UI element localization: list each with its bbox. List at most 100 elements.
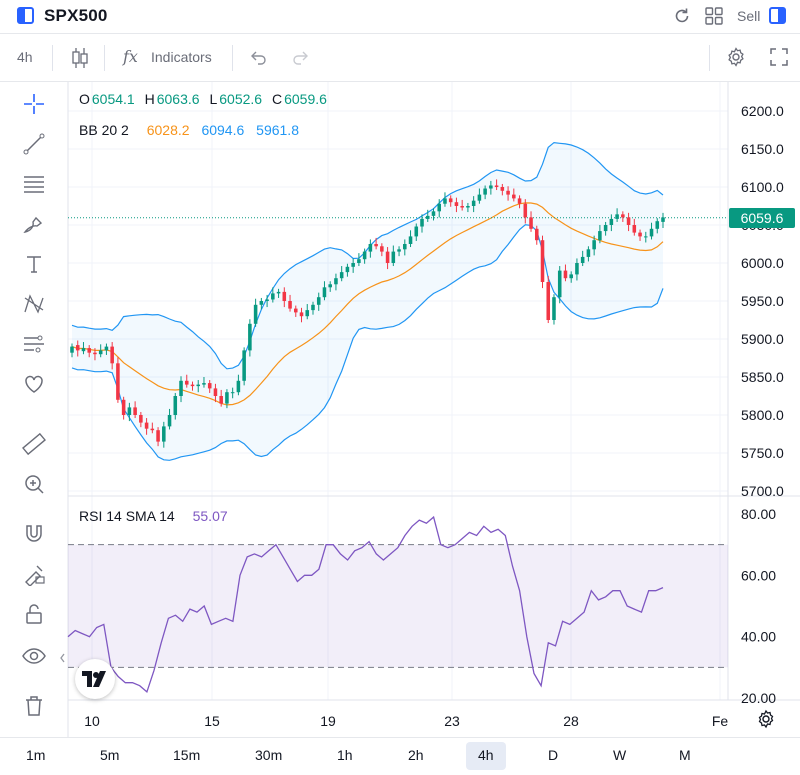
- candle-body: [391, 251, 396, 263]
- tradingview-logo[interactable]: [75, 659, 115, 699]
- timeframe-selector[interactable]: 4h: [17, 49, 33, 65]
- price-tick-label: 6150.0: [741, 141, 784, 157]
- ruler-icon[interactable]: [20, 430, 48, 458]
- time-tick-label: 10: [84, 713, 100, 729]
- candle-body: [162, 426, 166, 442]
- candle-body: [110, 346, 114, 364]
- sidebar-toggle-icon[interactable]: [17, 7, 34, 24]
- right-panel-toggle-icon[interactable]: [769, 7, 786, 24]
- close-label: C: [271, 91, 283, 107]
- candle-body: [230, 392, 235, 394]
- high-label: H: [144, 91, 155, 107]
- tf-w[interactable]: W: [613, 747, 627, 763]
- candle-body: [397, 249, 401, 252]
- indicators-button[interactable]: Indicators: [151, 49, 212, 65]
- unlock-icon[interactable]: [20, 600, 48, 628]
- horizontal-lines-icon[interactable]: [20, 170, 48, 198]
- candles: [70, 179, 665, 448]
- tf-4h[interactable]: 4h: [478, 747, 494, 763]
- candle-body: [632, 225, 637, 233]
- candle-body: [655, 221, 660, 229]
- candle-body: [380, 246, 384, 252]
- candle-body: [466, 206, 470, 208]
- layout-grid-icon[interactable]: [705, 7, 723, 25]
- symbol-name[interactable]: SPX500: [44, 6, 108, 25]
- tf-1m[interactable]: 1m: [26, 747, 46, 763]
- candle-body: [87, 348, 91, 353]
- sell-button[interactable]: Sell: [737, 8, 761, 24]
- rsi-label: RSI 14 SMA 14: [79, 508, 175, 524]
- candle-body: [265, 299, 269, 301]
- low-value: 6052.6: [219, 91, 263, 107]
- candle-body: [644, 236, 648, 238]
- price-tick-label: 5900.0: [741, 331, 784, 347]
- price-tick-label: 6000.0: [741, 255, 784, 271]
- crosshair-icon[interactable]: [20, 90, 48, 118]
- candle-body: [98, 350, 103, 355]
- candle-body: [179, 380, 183, 396]
- candle-body: [425, 215, 430, 219]
- bollinger-bands: [68, 141, 728, 461]
- tf-5m[interactable]: 5m: [100, 747, 120, 763]
- candle-body: [253, 304, 258, 324]
- visibility-eye-icon[interactable]: [20, 642, 48, 670]
- candle-body: [248, 323, 252, 351]
- tf-2h[interactable]: 2h: [408, 747, 424, 763]
- zoom-in-icon[interactable]: [20, 470, 48, 498]
- tf-d[interactable]: D: [548, 747, 559, 763]
- close-value: 6059.6: [284, 91, 327, 107]
- candle-body: [448, 198, 453, 203]
- candle-body: [133, 407, 137, 415]
- price-tick-label: 6200.0: [741, 103, 784, 119]
- candle-body: [299, 312, 304, 317]
- rsi-value: 55.07: [192, 508, 228, 524]
- candles-icon[interactable]: [70, 46, 90, 70]
- rsi-band: [68, 544, 728, 668]
- tf-30m[interactable]: 30m: [255, 747, 283, 763]
- settings-gear-icon[interactable]: [726, 47, 746, 67]
- prediction-icon[interactable]: [20, 330, 48, 358]
- redo-icon[interactable]: [292, 50, 310, 66]
- open-value: 6054.1: [91, 91, 135, 107]
- fullscreen-icon[interactable]: [770, 48, 788, 66]
- lock-drawing-icon[interactable]: [20, 560, 48, 588]
- candle-body: [420, 218, 424, 227]
- candle-body: [517, 198, 522, 204]
- rsi-tick-label: 80.00: [741, 506, 776, 522]
- candle-body: [649, 228, 654, 237]
- price-chart[interactable]: 6200.06150.06100.06050.06000.05950.05900…: [0, 82, 800, 737]
- candle-body: [374, 244, 378, 247]
- rsi-line: [67, 515, 664, 694]
- bb-legend[interactable]: BB 20 2 6028.2 6094.6 5961.8: [79, 122, 301, 138]
- price-axis: 6200.06150.06100.06050.06000.05950.05900…: [60, 103, 784, 729]
- candle-body: [351, 263, 355, 267]
- pattern-icon[interactable]: [20, 290, 48, 318]
- refresh-icon[interactable]: [672, 6, 692, 26]
- indicators-fx-icon[interactable]: fx: [123, 47, 138, 66]
- tf-15m[interactable]: 15m: [173, 747, 201, 763]
- brush-icon[interactable]: [20, 210, 48, 238]
- toolbar-divider: [104, 45, 105, 71]
- candle-body: [638, 232, 642, 237]
- candle-body: [626, 217, 631, 225]
- candle-body: [202, 383, 206, 385]
- candle-body: [408, 236, 413, 244]
- candle-body: [403, 244, 407, 250]
- candle-body: [385, 251, 390, 263]
- favorites-heart-icon[interactable]: [20, 370, 48, 398]
- candle-body: [345, 266, 350, 273]
- candle-body: [213, 388, 218, 396]
- tf-1h[interactable]: 1h: [337, 747, 353, 763]
- tf-m[interactable]: M: [679, 747, 691, 763]
- undo-icon[interactable]: [249, 50, 267, 66]
- trash-icon[interactable]: [20, 692, 48, 720]
- text-tool-icon[interactable]: [20, 250, 48, 278]
- magnet-icon[interactable]: [20, 520, 48, 548]
- candle-body: [190, 384, 195, 387]
- candle-body: [81, 348, 86, 352]
- rsi-legend[interactable]: RSI 14 SMA 14 55.07: [79, 508, 230, 524]
- price-tick-label: 5750.0: [741, 445, 784, 461]
- price-tick-label: 5950.0: [741, 293, 784, 309]
- trend-line-icon[interactable]: [20, 130, 48, 158]
- timeframe-bar: 1m 5m 15m 30m 1h 2h 4h D W M: [0, 737, 800, 775]
